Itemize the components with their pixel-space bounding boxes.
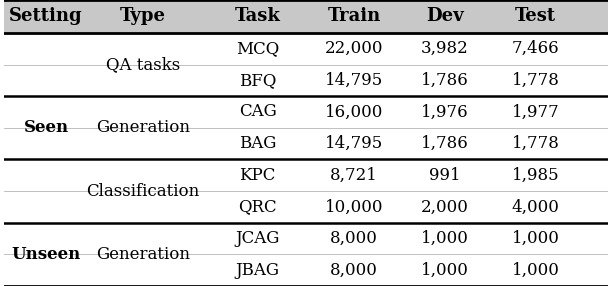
Text: 1,977: 1,977	[511, 104, 559, 120]
Text: 8,000: 8,000	[330, 230, 378, 247]
Text: Test: Test	[515, 7, 556, 25]
Text: Type: Type	[120, 7, 166, 25]
Text: 1,786: 1,786	[421, 135, 469, 152]
Text: Generation: Generation	[96, 246, 190, 263]
Text: BAG: BAG	[239, 135, 276, 152]
Text: 1,976: 1,976	[421, 104, 469, 120]
Text: 1,985: 1,985	[512, 167, 559, 184]
Text: QRC: QRC	[238, 198, 277, 215]
Text: Seen: Seen	[24, 119, 69, 136]
Text: Train: Train	[328, 7, 381, 25]
Text: 16,000: 16,000	[325, 104, 384, 120]
Text: Classification: Classification	[86, 182, 199, 200]
Text: 14,795: 14,795	[325, 72, 384, 89]
Text: 991: 991	[429, 167, 461, 184]
Text: KPC: KPC	[240, 167, 276, 184]
Text: 1,786: 1,786	[421, 72, 469, 89]
Text: QA tasks: QA tasks	[106, 56, 180, 73]
Text: MCQ: MCQ	[236, 40, 279, 57]
Text: 8,000: 8,000	[330, 262, 378, 279]
Text: 1,000: 1,000	[421, 262, 469, 279]
Text: CAG: CAG	[239, 104, 277, 120]
Text: Unseen: Unseen	[12, 246, 81, 263]
Text: Setting: Setting	[9, 7, 83, 25]
Text: 1,778: 1,778	[511, 72, 559, 89]
Text: BFQ: BFQ	[239, 72, 276, 89]
Bar	[4, 0, 608, 33]
Text: Generation: Generation	[96, 119, 190, 136]
Text: 1,778: 1,778	[511, 135, 559, 152]
Text: 2,000: 2,000	[421, 198, 469, 215]
Text: 1,000: 1,000	[511, 230, 559, 247]
Text: 4,000: 4,000	[511, 198, 559, 215]
Text: 1,000: 1,000	[511, 262, 559, 279]
Text: Dev: Dev	[426, 7, 464, 25]
Text: 3,982: 3,982	[421, 40, 469, 57]
Text: JBAG: JBAG	[235, 262, 280, 279]
Text: Task: Task	[235, 7, 280, 25]
Text: 7,466: 7,466	[512, 40, 559, 57]
Text: 14,795: 14,795	[325, 135, 384, 152]
Text: 8,721: 8,721	[330, 167, 378, 184]
Text: 10,000: 10,000	[325, 198, 384, 215]
Text: 1,000: 1,000	[421, 230, 469, 247]
Text: JCAG: JCAG	[235, 230, 280, 247]
Text: 22,000: 22,000	[325, 40, 384, 57]
